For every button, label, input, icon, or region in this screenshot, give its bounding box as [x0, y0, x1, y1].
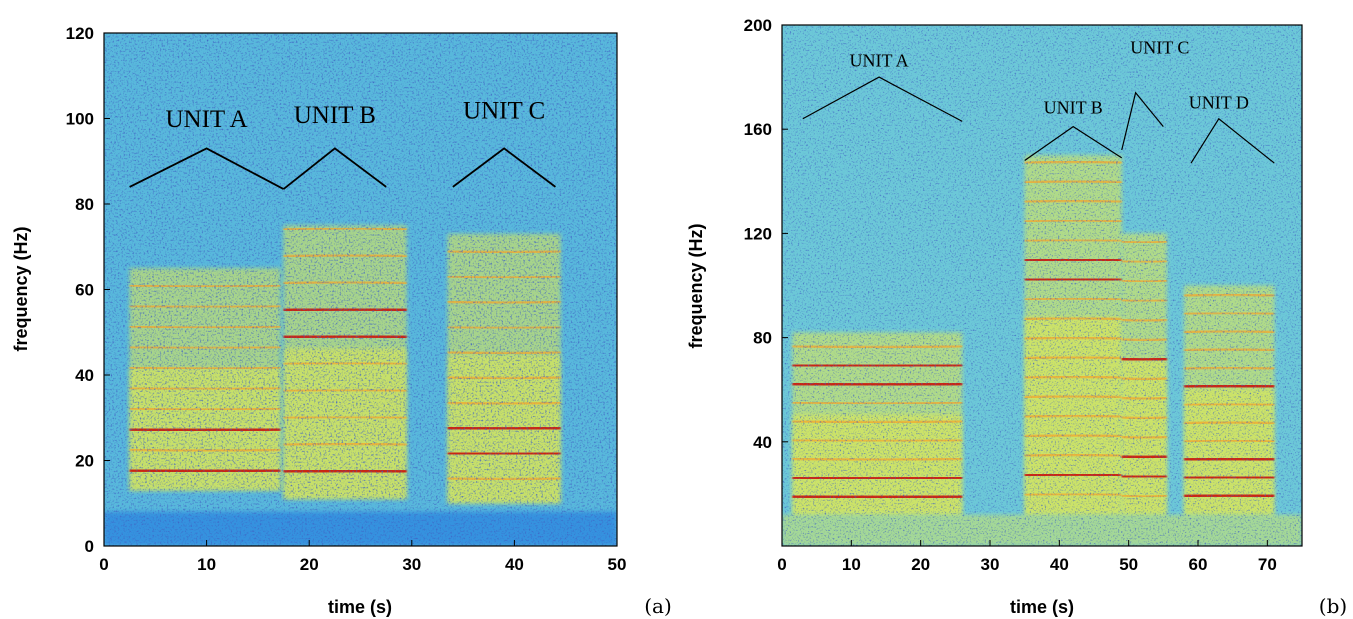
panel-b-xtick-label: 50: [1119, 555, 1138, 574]
panel-a-xtick-label: 30: [402, 555, 421, 574]
panel-a-ytick-label: 100: [66, 110, 94, 129]
panel-b-ytick-label: 120: [744, 224, 772, 243]
panel-b-unit-bracket: [802, 76, 963, 122]
panel-b-unit-bracket: [1024, 125, 1123, 161]
panel-a-plot: [104, 33, 617, 546]
panel-b-overlay: UNIT A UNIT B UNIT C UNIT D: [802, 38, 1275, 164]
panel-a-overlay: UNIT A UNIT B UNIT C: [129, 98, 556, 190]
panel-a-speckle: [104, 33, 617, 546]
panel-a-unit-label: UNIT A: [166, 106, 248, 133]
panel-a-axes: 0 10 20 30 40 50 0 20 40 60 80 100 120: [66, 24, 627, 574]
panel-a-ytick-label: 80: [75, 195, 94, 214]
panel-b-unit-label: UNIT D: [1189, 92, 1249, 112]
panel-b-xtick-label: 60: [1189, 555, 1208, 574]
panel-b-ytick-label: 40: [753, 433, 772, 452]
panel-a-xtick-label: 10: [197, 555, 216, 574]
panel-a-xtick-label: 0: [99, 555, 108, 574]
panel-b-plot: [782, 25, 1302, 546]
panel-a-xtick-label: 40: [505, 555, 524, 574]
panel-a-xlabel: time (s): [328, 597, 392, 617]
panel-a: UNIT A UNIT B UNIT C 0 10 20 30 40 50 0 20 40 60 80 1…: [11, 24, 672, 618]
panel-a-letter: (a): [644, 594, 672, 618]
panel-b-xtick-label: 0: [777, 555, 786, 574]
panel-b-xtick-label: 70: [1258, 555, 1277, 574]
panel-b-unit-bracket: [1190, 117, 1275, 164]
panel-a-xtick-label: 20: [300, 555, 319, 574]
panel-b-unit-bracket: [1121, 91, 1164, 151]
panel-a-ytick-label: 60: [75, 281, 94, 300]
panel-a-ytick-label: 20: [75, 452, 94, 471]
panel-b-xtick-label: 20: [911, 555, 930, 574]
panel-b-frame: [781, 24, 1303, 547]
panel-a-unit-bracket: [452, 147, 556, 188]
panel-a-ytick-label: 40: [75, 366, 94, 385]
panel-a-ytick-label: 0: [85, 537, 94, 556]
panel-b-xlabel: time (s): [1010, 597, 1074, 617]
panel-b-ytick-label: 80: [753, 329, 772, 348]
panel-b-xtick-label: 30: [981, 555, 1000, 574]
panel-a-ytick-label: 120: [66, 24, 94, 43]
panel-a-ylabel: frequency (Hz): [11, 226, 31, 351]
panel-a-xtick-label: 50: [608, 555, 627, 574]
panel-b-unit-label: UNIT A: [849, 51, 908, 71]
panel-b-ytick-label: 160: [744, 120, 772, 139]
panel-b-ylabel: frequency (Hz): [686, 223, 706, 348]
panel-a-unit-bracket: [282, 147, 387, 190]
panel-b: UNIT A UNIT B UNIT C UNIT D 0 10 20 30 40 50 60 70…: [686, 16, 1347, 618]
panel-b-xtick-label: 10: [842, 555, 861, 574]
panel-b-speckle: [782, 25, 1302, 546]
panel-b-xtick-label: 40: [1050, 555, 1069, 574]
panel-a-unit-label: UNIT B: [294, 102, 376, 129]
panel-b-unit-label: UNIT B: [1044, 98, 1103, 118]
panel-a-unit-bracket: [129, 147, 284, 190]
panel-b-ytick-label: 200: [744, 16, 772, 35]
panel-b-unit-label: UNIT C: [1130, 38, 1189, 58]
panel-b-axes: 0 10 20 30 40 50 60 70 40 80 120 160 200: [744, 16, 1303, 574]
panel-a-unit-label: UNIT C: [463, 98, 545, 125]
panel-b-letter: (b): [1319, 594, 1347, 618]
